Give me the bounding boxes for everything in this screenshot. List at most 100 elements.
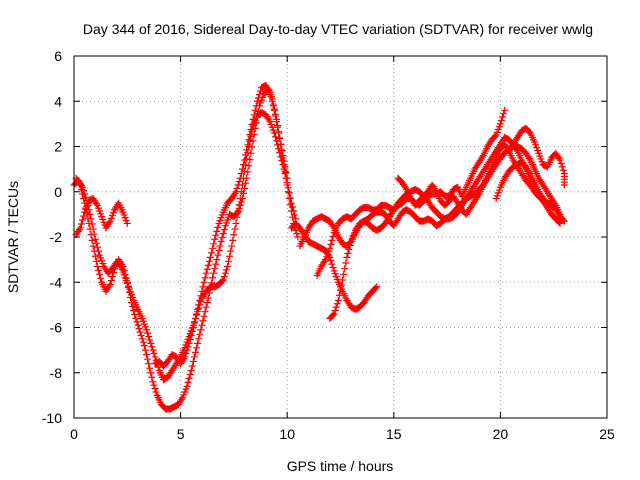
- data-point: [96, 270, 104, 278]
- data-point: [331, 307, 339, 315]
- data-point: [274, 123, 282, 131]
- data-point: [239, 189, 247, 197]
- data-point: [474, 192, 482, 200]
- data-point: [89, 242, 97, 250]
- chart-title: Day 344 of 2016, Sidereal Day-to-day VTE…: [83, 21, 593, 37]
- data-point: [212, 260, 220, 268]
- data-point: [231, 225, 239, 233]
- data-point: [120, 266, 128, 274]
- data-point: [287, 207, 295, 215]
- data-point: [206, 284, 214, 292]
- data-point: [121, 270, 129, 278]
- data-point: [76, 181, 84, 189]
- data-point: [77, 185, 85, 193]
- data-point: [182, 350, 190, 358]
- data-point: [246, 131, 254, 139]
- data-point: [77, 220, 85, 228]
- data-point: [268, 97, 276, 105]
- data-point: [187, 331, 195, 339]
- data-point: [338, 281, 346, 289]
- data-point: [289, 213, 297, 221]
- data-point: [196, 330, 204, 338]
- data-point: [195, 301, 203, 309]
- data-point: [232, 219, 240, 227]
- data-point: [150, 381, 158, 389]
- data-point: [478, 153, 486, 161]
- data-point: [123, 219, 131, 227]
- data-point: [219, 276, 227, 284]
- data-point: [230, 231, 238, 239]
- data-point: [327, 257, 335, 265]
- data-point: [228, 242, 236, 250]
- x-tick-label: 10: [279, 426, 295, 442]
- data-point: [328, 260, 336, 268]
- data-point: [251, 106, 259, 114]
- data-point: [220, 226, 228, 234]
- data-point: [84, 214, 92, 222]
- data-point: [254, 94, 262, 102]
- data-point: [192, 348, 200, 356]
- x-tick-label: 25: [599, 426, 615, 442]
- data-point: [238, 195, 246, 203]
- data-point: [183, 346, 191, 354]
- data-point: [189, 357, 197, 365]
- data-point: [133, 318, 141, 326]
- data-point: [146, 364, 154, 372]
- data-point: [149, 346, 157, 354]
- data-point: [231, 189, 239, 197]
- data-point: [271, 133, 279, 141]
- data-point: [87, 231, 95, 239]
- data-point: [245, 162, 253, 170]
- data-point: [146, 336, 154, 344]
- data-point: [215, 247, 223, 255]
- data-point: [205, 289, 213, 297]
- data-point: [211, 235, 219, 243]
- data-point: [141, 346, 149, 354]
- data-point: [181, 353, 189, 361]
- data-point: [244, 168, 252, 176]
- data-point: [203, 299, 211, 307]
- data-point: [556, 219, 564, 227]
- data-point: [560, 181, 568, 189]
- data-point: [197, 326, 205, 334]
- data-point: [142, 351, 150, 359]
- data-point: [209, 244, 217, 252]
- data-point: [431, 186, 439, 194]
- data-point: [125, 288, 133, 296]
- data-point: [277, 140, 285, 148]
- data-point: [131, 310, 139, 318]
- data-point: [242, 151, 250, 159]
- data-point: [233, 184, 241, 192]
- data-point: [557, 159, 565, 167]
- data-point: [192, 314, 200, 322]
- data-point: [237, 170, 245, 178]
- data-point: [122, 274, 130, 282]
- data-point: [201, 274, 209, 282]
- data-point: [81, 199, 89, 207]
- data-point: [205, 257, 213, 265]
- data-point: [75, 226, 83, 234]
- data-point: [209, 274, 217, 282]
- data-point: [208, 279, 216, 287]
- data-point: [239, 161, 247, 169]
- data-point: [187, 366, 195, 374]
- data-point: [199, 317, 207, 325]
- data-point: [202, 303, 210, 311]
- data-point: [188, 362, 196, 370]
- data-point: [126, 294, 134, 302]
- data-point: [559, 216, 567, 224]
- data-point: [92, 200, 100, 208]
- data-point: [269, 102, 277, 110]
- data-point: [329, 311, 337, 319]
- data-point: [249, 137, 257, 145]
- data-point: [241, 184, 249, 192]
- data-point: [76, 224, 84, 232]
- data-point: [185, 374, 193, 382]
- data-point: [138, 335, 146, 343]
- data-point: [241, 156, 249, 164]
- y-tick-label: -8: [50, 365, 63, 381]
- data-point: [334, 296, 342, 304]
- data-point: [148, 373, 156, 381]
- data-point: [279, 152, 287, 160]
- series-arc-11: [505, 124, 568, 189]
